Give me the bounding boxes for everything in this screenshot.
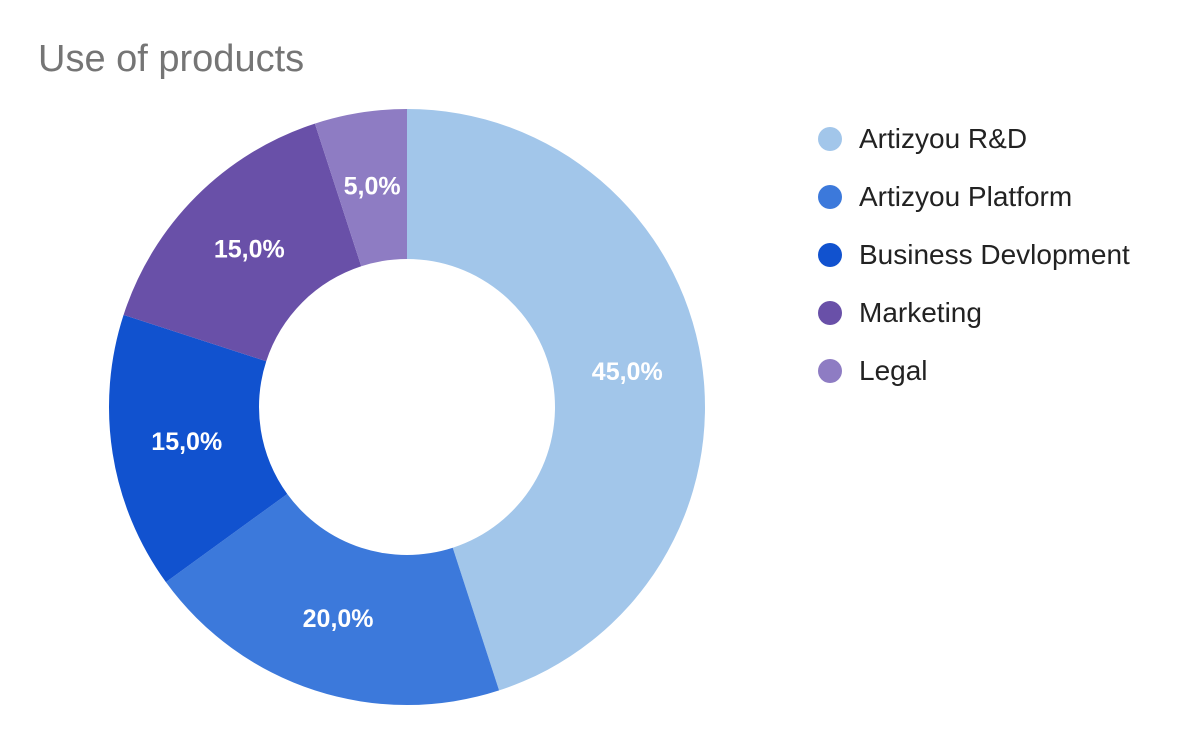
slice-data-label: 15,0% bbox=[214, 235, 285, 263]
donut-slice bbox=[314, 109, 407, 267]
donut-slice bbox=[123, 123, 362, 362]
legend-label: Artizyou R&D bbox=[859, 123, 1028, 154]
donut-slice bbox=[165, 493, 500, 706]
legend-item: Artizyou R&D bbox=[818, 110, 1130, 168]
legend-swatch-icon bbox=[818, 127, 842, 151]
legend-item: Legal bbox=[818, 342, 1130, 400]
legend-swatch-icon bbox=[818, 243, 842, 267]
legend-label: Marketing bbox=[859, 297, 982, 328]
donut-slice bbox=[108, 314, 288, 583]
legend-label: Business Devlopment bbox=[859, 239, 1130, 270]
donut-slice bbox=[407, 109, 706, 691]
donut-chart: 45,0% 20,0% 15,0% 15,0% 5,0% bbox=[108, 109, 706, 706]
legend-label: Artizyou Platform bbox=[859, 181, 1073, 212]
legend-swatch-icon bbox=[818, 359, 842, 383]
legend: Artizyou R&D Artizyou Platform Business … bbox=[818, 110, 1130, 400]
slice-data-label: 20,0% bbox=[303, 605, 374, 633]
legend-item: Artizyou Platform bbox=[818, 168, 1130, 226]
slice-data-label: 5,0% bbox=[344, 173, 401, 201]
chart-title: Use of products bbox=[38, 38, 305, 80]
legend-label: Legal bbox=[859, 355, 928, 386]
slice-data-label: 45,0% bbox=[592, 358, 663, 386]
legend-item: Marketing bbox=[818, 284, 1130, 342]
legend-swatch-icon bbox=[818, 185, 842, 209]
legend-item: Business Devlopment bbox=[818, 226, 1130, 284]
slice-data-label: 15,0% bbox=[151, 428, 222, 456]
legend-swatch-icon bbox=[818, 301, 842, 325]
